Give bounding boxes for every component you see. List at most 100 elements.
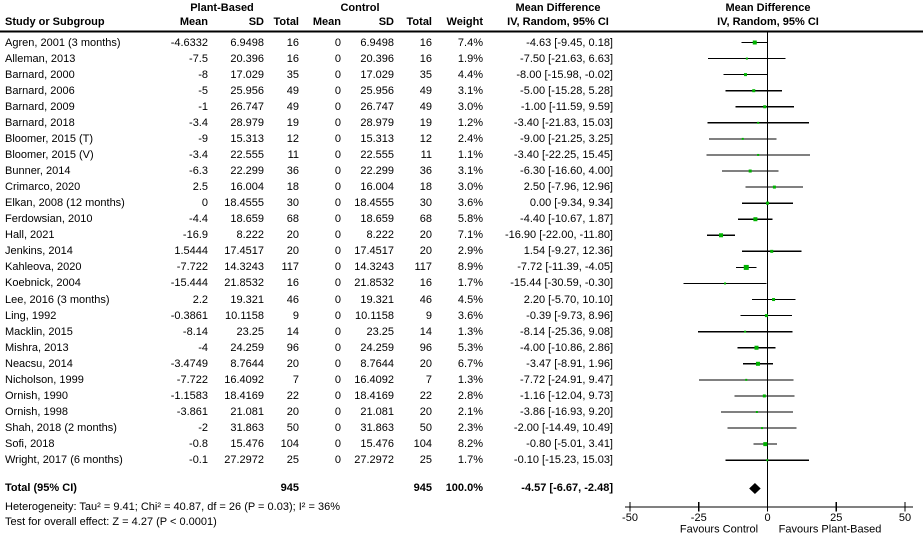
weight-value: 2.8%	[457, 389, 483, 402]
study-label: Neacsu, 2014	[5, 357, 73, 370]
ci-text: -1.16 [-12.04, 9.73]	[520, 389, 613, 402]
ci-text: -2.00 [-14.49, 10.49]	[513, 422, 613, 435]
treatment-mean: -0.1	[189, 454, 208, 467]
treatment-total: 20	[286, 405, 299, 418]
ci-text: 2.20 [-5.70, 10.10]	[523, 293, 613, 306]
weight-value: 7.1%	[457, 229, 483, 242]
control-total: 46	[419, 293, 432, 306]
study-marker	[744, 73, 747, 77]
plot-column-subtitle: IV, Random, 95% CI	[717, 16, 819, 28]
control-mean: 0	[334, 148, 341, 161]
study-row: Bunner, 2014 -6.3 22.299 36 0 22.299 36 3.1% -6.…	[0, 163, 923, 179]
control-total: 16	[419, 277, 432, 290]
control-mean: 0	[334, 438, 341, 451]
study-marker	[761, 427, 763, 430]
control-sd: 19.321	[360, 293, 394, 306]
control-sd: 14.3243	[354, 261, 394, 274]
treatment-total: 20	[286, 245, 299, 258]
control-sd: 8.222	[366, 229, 394, 242]
study-marker	[754, 345, 759, 350]
treatment-sd: 25.956	[230, 84, 264, 97]
treatment-mean: -1	[198, 100, 208, 113]
study-row: Barnard, 2009 -1 26.747 49 0 26.747 49 3.0% -1.0…	[0, 99, 923, 115]
control-mean: 0	[334, 261, 341, 274]
study-row: Crimarco, 2020 2.5 16.004 18 0 16.004 18 3.0% 2.…	[0, 179, 923, 195]
study-marker	[724, 282, 727, 285]
study-row: Bloomer, 2015 (T) -9 15.313 12 0 15.313 12 2.4%…	[0, 131, 923, 147]
ci-text: -0.10 [-15.23, 15.03]	[513, 454, 613, 467]
weight-value: 1.1%	[457, 148, 483, 161]
study-row: Elkan, 2008 (12 months) 0 18.4555 30 0 18.455…	[0, 195, 923, 211]
weight-value: 8.9%	[457, 261, 483, 274]
study-marker	[766, 459, 769, 462]
ci-text: -8.00 [-15.98, -0.02]	[516, 68, 613, 81]
control-total: 22	[419, 389, 432, 402]
control-mean: 0	[334, 100, 341, 113]
study-row: Alleman, 2013 -7.5 20.396 16 0 20.396 16 1.9% -7…	[0, 51, 923, 67]
weight-value: 5.8%	[457, 213, 483, 226]
study-label: Ornish, 1998	[5, 405, 68, 418]
treatment-mean: -16.9	[182, 229, 208, 242]
col-header-sd-control: SD	[378, 16, 394, 28]
study-marker	[762, 394, 766, 398]
control-mean: 0	[334, 245, 341, 258]
weight-value: 3.6%	[457, 197, 483, 210]
control-mean: 0	[334, 405, 341, 418]
weight-value: 1.3%	[457, 325, 483, 338]
control-sd: 26.747	[360, 100, 394, 113]
total-n-control: 945	[413, 482, 432, 494]
control-total: 96	[419, 341, 432, 354]
treatment-sd: 10.1158	[225, 309, 264, 322]
total-weight: 100.0%	[445, 482, 483, 494]
weight-value: 1.3%	[457, 373, 483, 386]
treatment-total: 68	[286, 213, 299, 226]
total-label: Total (95% CI)	[5, 482, 77, 494]
control-total: 18	[419, 181, 432, 194]
control-total: 50	[419, 422, 432, 435]
study-marker	[745, 378, 748, 381]
control-mean: 0	[334, 165, 341, 178]
study-label: Hall, 2021	[5, 229, 55, 242]
treatment-sd: 19.321	[230, 293, 264, 306]
treatment-total: 36	[286, 165, 299, 178]
treatment-total: 49	[286, 100, 299, 113]
treatment-sd: 18.659	[230, 213, 264, 226]
control-sd: 18.659	[360, 213, 394, 226]
summary-diamond	[749, 483, 761, 494]
control-total: 16	[419, 52, 432, 65]
ci-text: -3.40 [-21.83, 15.03]	[513, 116, 613, 129]
study-marker	[772, 185, 776, 189]
treatment-mean: -8.14	[182, 325, 208, 338]
treatment-mean: 0	[201, 197, 208, 210]
study-row: Barnard, 2018 -3.4 28.979 19 0 28.979 19 1.2% -3…	[0, 115, 923, 131]
study-label: Agren, 2001 (3 months)	[5, 36, 121, 49]
study-label: Barnard, 2009	[5, 100, 75, 113]
treatment-sd: 24.259	[230, 341, 264, 354]
study-marker	[757, 121, 760, 124]
treatment-mean: -4	[198, 341, 208, 354]
treatment-sd: 8.7644	[230, 357, 264, 370]
control-mean: 0	[334, 229, 341, 242]
control-mean: 0	[334, 116, 341, 129]
study-row: Shah, 2018 (2 months) -2 31.863 50 0 31.863 50…	[0, 420, 923, 436]
ci-text: -7.72 [-11.39, -4.05]	[517, 261, 613, 274]
treatment-total: 117	[281, 261, 299, 274]
study-row: Wright, 2017 (6 months) -0.1 27.2972 25 0 27.…	[0, 452, 923, 468]
study-row: Macklin, 2015 -8.14 23.25 14 0 23.25 14 1.3% -8.…	[0, 324, 923, 340]
control-total: 20	[419, 229, 432, 242]
ci-text: -8.14 [-25.36, 9.08]	[520, 325, 613, 338]
control-mean: 0	[334, 357, 341, 370]
weight-value: 4.4%	[457, 68, 483, 81]
control-mean: 0	[334, 373, 341, 386]
study-row: Mishra, 2013 -4 24.259 96 0 24.259 96 5.3% -4.00…	[0, 340, 923, 356]
control-total: 117	[414, 261, 432, 274]
control-sd: 8.7644	[360, 357, 394, 370]
control-total: 30	[419, 197, 432, 210]
study-row: Ling, 1992 -0.3861 10.1158 9 0 10.1158 9 3.6% -0…	[0, 308, 923, 324]
study-row: Ornish, 1990 -1.1583 18.4169 22 0 18.4169 22 2.…	[0, 388, 923, 404]
overall-effect-text: Test for overall effect: Z = 4.27 (P < 0…	[5, 516, 217, 528]
weight-value: 7.4%	[457, 36, 483, 49]
axis-tick-label: 0	[764, 512, 770, 524]
control-sd: 17.029	[360, 68, 394, 81]
axis-tick-label: -50	[622, 512, 638, 524]
